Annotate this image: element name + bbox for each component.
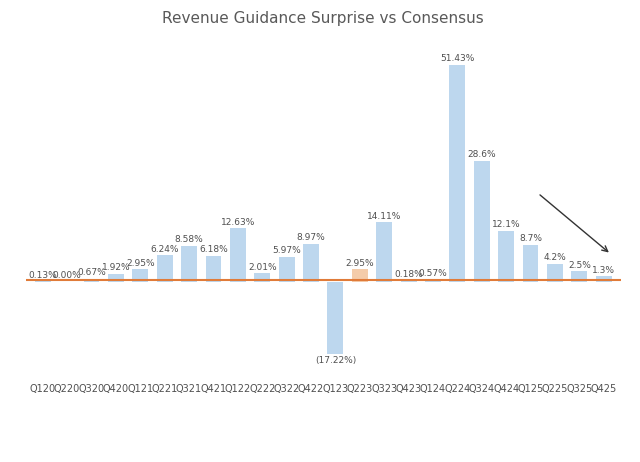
Text: 8.97%: 8.97%	[296, 233, 325, 242]
Title: Revenue Guidance Surprise vs Consensus: Revenue Guidance Surprise vs Consensus	[163, 11, 484, 26]
Text: 51.43%: 51.43%	[440, 54, 474, 63]
Bar	[181, 245, 197, 282]
Bar	[278, 256, 294, 282]
Text: 0.18%: 0.18%	[394, 270, 423, 280]
Text: 4.2%: 4.2%	[543, 253, 566, 262]
Bar	[84, 279, 99, 282]
Text: 8.58%: 8.58%	[175, 235, 204, 244]
Bar	[35, 281, 51, 282]
Bar	[157, 255, 173, 282]
Text: 6.24%: 6.24%	[150, 245, 179, 254]
Text: 5.97%: 5.97%	[272, 246, 301, 255]
Text: 2.95%: 2.95%	[346, 259, 374, 267]
Text: 0.57%: 0.57%	[419, 269, 447, 278]
Text: 2.95%: 2.95%	[126, 259, 155, 267]
Text: 2.01%: 2.01%	[248, 262, 276, 272]
Text: 12.63%: 12.63%	[221, 218, 255, 227]
Text: 12.1%: 12.1%	[492, 220, 520, 229]
Bar	[108, 274, 124, 282]
Text: 0.67%: 0.67%	[77, 268, 106, 277]
Bar	[596, 276, 612, 282]
Bar	[401, 281, 417, 282]
Bar	[474, 161, 490, 282]
Bar	[572, 271, 588, 282]
Text: 1.3%: 1.3%	[592, 266, 615, 274]
Bar	[376, 222, 392, 282]
Bar	[547, 264, 563, 282]
Bar	[230, 228, 246, 282]
Bar	[352, 269, 368, 282]
Text: 6.18%: 6.18%	[199, 245, 228, 254]
Bar	[523, 245, 538, 282]
Bar	[132, 269, 148, 282]
Legend: Revenue guidance surprise vs consensus, Median revenue guidance surprise vs cons: Revenue guidance surprise vs consensus, …	[70, 459, 577, 462]
Text: 0.00%: 0.00%	[52, 271, 81, 280]
Text: 2.5%: 2.5%	[568, 261, 591, 269]
Text: 8.7%: 8.7%	[519, 234, 542, 243]
Bar	[449, 65, 465, 282]
Text: 1.92%: 1.92%	[102, 263, 130, 272]
Bar	[254, 274, 270, 282]
Text: 0.13%: 0.13%	[28, 271, 57, 280]
Bar	[425, 280, 441, 282]
Text: 28.6%: 28.6%	[467, 150, 496, 159]
Text: 14.11%: 14.11%	[367, 212, 401, 220]
Bar	[328, 282, 343, 354]
Bar	[205, 255, 221, 282]
Bar	[498, 231, 514, 282]
Bar	[303, 244, 319, 282]
Text: (17.22%): (17.22%)	[315, 356, 356, 365]
